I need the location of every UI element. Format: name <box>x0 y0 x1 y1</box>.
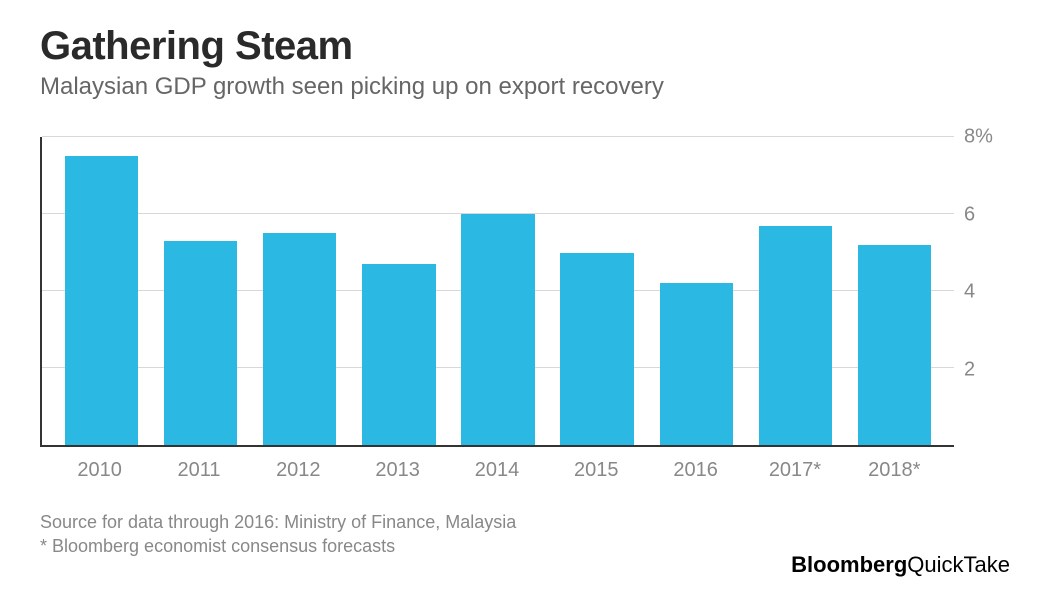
x-axis: 20102011201220132014201520162017*2018* <box>40 459 954 482</box>
chart-title: Gathering Steam <box>40 24 1010 69</box>
x-tick-label: 2010 <box>50 459 149 482</box>
bar <box>759 226 832 445</box>
y-tick-label: 8% <box>964 126 993 149</box>
bar-slot <box>151 137 250 445</box>
bar <box>560 253 633 446</box>
bars-group <box>42 137 954 445</box>
bar <box>858 245 931 445</box>
chart-subtitle: Malaysian GDP growth seen picking up on … <box>40 73 1010 101</box>
x-tick-label: 2014 <box>447 459 546 482</box>
bar-slot <box>250 137 349 445</box>
brand-bold: Bloomberg <box>791 552 907 577</box>
chart-container: Gathering Steam Malaysian GDP growth see… <box>0 0 1050 596</box>
chart-area: 2468% <box>40 137 1010 447</box>
bar-slot <box>647 137 746 445</box>
y-axis: 2468% <box>954 137 1010 447</box>
x-tick-label: 2017* <box>745 459 844 482</box>
y-tick-label: 4 <box>964 281 975 304</box>
y-tick-label: 2 <box>964 358 975 381</box>
plot-region <box>40 137 954 447</box>
y-tick-label: 6 <box>964 203 975 226</box>
x-tick-label: 2013 <box>348 459 447 482</box>
bar-slot <box>349 137 448 445</box>
bar-slot <box>746 137 845 445</box>
x-tick-label: 2012 <box>249 459 348 482</box>
bar <box>263 233 336 445</box>
bar <box>362 264 435 445</box>
x-tick-label: 2016 <box>646 459 745 482</box>
x-tick-label: 2011 <box>149 459 248 482</box>
x-tick-label: 2015 <box>547 459 646 482</box>
bar <box>164 241 237 445</box>
x-tick-label: 2018* <box>845 459 944 482</box>
footnote-source: Source for data through 2016: Ministry o… <box>40 510 1010 534</box>
bar <box>65 156 138 445</box>
brand-logo: BloombergQuickTake <box>791 552 1010 578</box>
bar-slot <box>448 137 547 445</box>
bar-slot <box>52 137 151 445</box>
bar <box>660 283 733 445</box>
bar-slot <box>845 137 944 445</box>
bar <box>461 214 534 445</box>
brand-light: QuickTake <box>907 552 1010 577</box>
bar-slot <box>548 137 647 445</box>
